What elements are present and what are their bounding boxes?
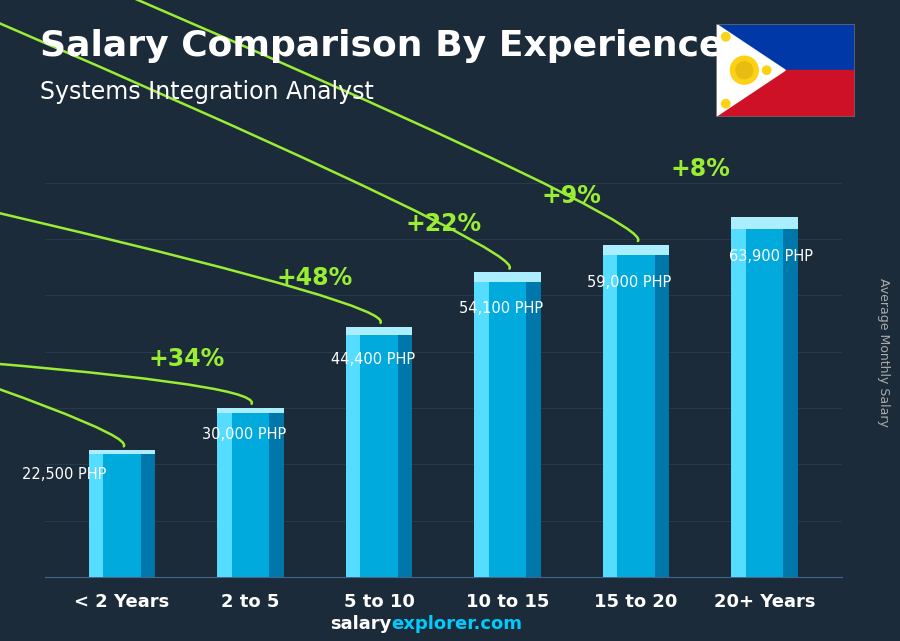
Text: 22,500 PHP: 22,500 PHP	[22, 467, 106, 482]
Text: 30,000 PHP: 30,000 PHP	[202, 428, 286, 442]
Circle shape	[762, 66, 770, 74]
Bar	[346, 327, 360, 577]
Bar	[89, 450, 156, 454]
Bar	[140, 450, 156, 577]
Circle shape	[736, 62, 752, 79]
Bar	[716, 70, 855, 117]
Circle shape	[722, 99, 730, 108]
Bar	[474, 272, 489, 577]
Bar	[346, 327, 412, 577]
Bar	[731, 217, 797, 577]
Bar	[603, 245, 670, 255]
Bar	[217, 408, 284, 413]
Bar	[89, 450, 104, 577]
Text: 44,400 PHP: 44,400 PHP	[330, 352, 415, 367]
Bar	[603, 245, 670, 577]
Bar	[217, 408, 284, 577]
Text: 63,900 PHP: 63,900 PHP	[729, 249, 813, 264]
Circle shape	[731, 56, 759, 84]
Polygon shape	[716, 24, 785, 117]
Bar	[474, 272, 541, 282]
Bar	[398, 327, 412, 577]
Bar	[731, 217, 797, 229]
Text: +34%: +34%	[148, 347, 224, 371]
Bar	[716, 24, 855, 70]
Text: +22%: +22%	[405, 212, 482, 236]
Text: Systems Integration Analyst: Systems Integration Analyst	[40, 80, 374, 104]
Bar	[217, 408, 232, 577]
Text: Salary Comparison By Experience: Salary Comparison By Experience	[40, 29, 724, 63]
Bar	[526, 272, 541, 577]
Bar	[346, 327, 412, 335]
Bar	[654, 245, 670, 577]
Text: salary: salary	[330, 615, 392, 633]
Circle shape	[722, 33, 730, 41]
Bar	[731, 217, 746, 577]
Text: +9%: +9%	[542, 184, 602, 208]
Text: 54,100 PHP: 54,100 PHP	[459, 301, 543, 315]
Bar	[89, 450, 156, 577]
Text: +48%: +48%	[276, 267, 353, 290]
Text: +8%: +8%	[670, 156, 730, 181]
Text: 59,000 PHP: 59,000 PHP	[588, 275, 671, 290]
Bar	[603, 245, 617, 577]
Bar	[269, 408, 284, 577]
Text: explorer.com: explorer.com	[392, 615, 523, 633]
Text: Average Monthly Salary: Average Monthly Salary	[878, 278, 890, 427]
Bar	[783, 217, 797, 577]
Bar	[474, 272, 541, 577]
